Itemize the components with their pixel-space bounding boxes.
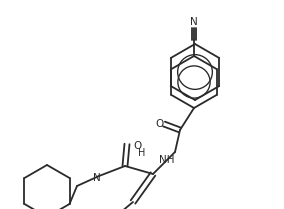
Text: H: H [138,148,146,158]
Text: NH: NH [159,155,175,165]
Text: N: N [190,17,198,27]
Text: O: O [133,141,141,151]
Text: N: N [93,173,101,183]
Text: O: O [155,119,163,129]
